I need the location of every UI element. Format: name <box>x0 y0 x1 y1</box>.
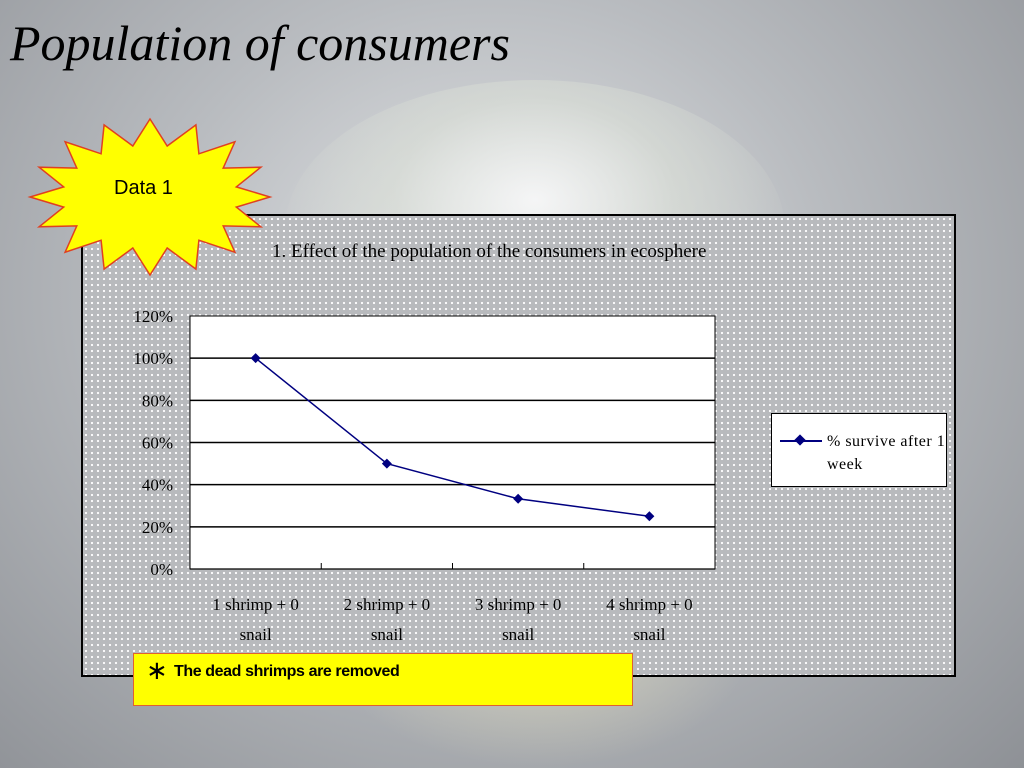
y-tick-label: 0% <box>150 560 173 579</box>
chart-legend: % survive after 1 week <box>771 413 947 487</box>
x-tick-label: 2 shrimp + 0 <box>344 595 431 614</box>
starburst-polygon <box>27 117 273 277</box>
x-tick-label: snail <box>502 625 534 644</box>
x-tick-label: snail <box>371 625 403 644</box>
x-tick-label: 3 shrimp + 0 <box>475 595 562 614</box>
y-tick-label: 120% <box>133 307 173 326</box>
series-line <box>255 357 650 518</box>
slide-title: Population of consumers <box>10 15 510 71</box>
asterisk-icon: ∗ <box>146 656 168 686</box>
x-tick-label: 4 shrimp + 0 <box>606 595 693 614</box>
chart-title: 1. Effect of the population of the consu… <box>272 241 707 262</box>
note-text: The dead shrimps are removed <box>174 663 400 680</box>
legend-diamond-marker <box>794 434 806 446</box>
note-box: ∗ The dead shrimps are removed <box>133 653 633 706</box>
y-tick-label: 60% <box>142 434 173 453</box>
data-point <box>250 353 261 364</box>
y-tick-label: 40% <box>142 476 173 495</box>
data-point <box>381 458 392 469</box>
gridlines <box>190 357 715 528</box>
x-tick-label: snail <box>240 625 272 644</box>
x-axis <box>189 563 716 570</box>
x-tick-label: 1 shrimp + 0 <box>212 595 299 614</box>
y-axis-tick-labels: 0% 20% 40% 60% 80% 100% 120% <box>133 307 173 579</box>
data-point <box>513 493 524 504</box>
y-tick-label: 80% <box>142 391 173 410</box>
x-axis-tick-labels: 1 shrimp + 0 snail 2 shrimp + 0 snail 3 shri… <box>212 595 692 644</box>
x-tick-label: snail <box>633 625 665 644</box>
data-point <box>644 511 655 522</box>
starburst-label: Data 1 <box>114 177 173 199</box>
series-group <box>250 353 655 522</box>
y-tick-label: 100% <box>133 349 173 368</box>
y-tick-label: 20% <box>142 518 173 537</box>
starburst-shape <box>27 117 273 277</box>
legend-series-label: % survive after 1 week <box>827 433 946 473</box>
